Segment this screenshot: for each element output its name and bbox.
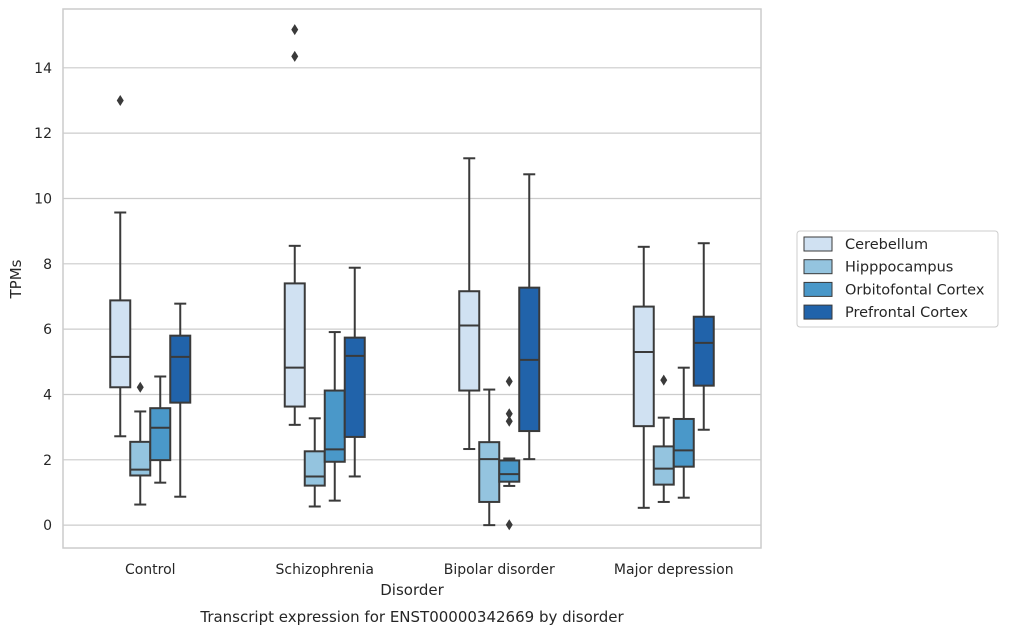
series-2 (149, 331, 695, 531)
box-3-0 (169, 302, 192, 498)
box-2-3 (672, 366, 695, 499)
outlier-0 (505, 519, 513, 531)
box-body (458, 290, 481, 392)
box-body (632, 305, 655, 428)
legend-swatch-0 (803, 236, 833, 252)
box-0-3 (632, 245, 655, 509)
y-tick-label-5: 10 (34, 191, 52, 207)
box-body (652, 445, 675, 486)
box-body (498, 459, 521, 483)
outlier-0 (116, 94, 124, 106)
y-tick-label-7: 14 (34, 61, 52, 77)
box-body (343, 336, 366, 438)
outlier-1 (505, 415, 513, 427)
box-series (109, 24, 715, 531)
series-3 (169, 173, 715, 498)
legend-swatch-2 (803, 281, 833, 297)
legend-label-2: Orbitofontal Cortex (845, 282, 985, 298)
outlier-0 (660, 374, 668, 386)
legend-swatch-3 (803, 304, 833, 320)
y-tick-label-1: 2 (43, 453, 52, 469)
y-tick-label-2: 4 (43, 387, 52, 403)
y-tick-label-4: 8 (43, 257, 52, 273)
outlier-0 (136, 381, 144, 393)
x-tick-label-1: Schizophrenia (276, 562, 374, 578)
box-body (149, 407, 172, 462)
chart-caption: Transcript expression for ENST0000034266… (199, 608, 624, 626)
box-1-2 (478, 388, 501, 527)
x-tick-label-0: Control (125, 562, 176, 578)
outlier-2 (505, 408, 513, 420)
series-0 (109, 24, 655, 509)
box-2-1 (323, 331, 346, 502)
box-3-3 (692, 242, 715, 431)
x-tick-label-3: Major depression (614, 562, 734, 578)
box-body (169, 334, 192, 404)
box-3-2 (518, 173, 541, 461)
plot-frame (62, 8, 762, 549)
y-tick-label-6: 12 (34, 126, 52, 142)
box-body (478, 441, 501, 503)
box-1-1 (303, 417, 326, 508)
box-0-1 (283, 24, 306, 426)
box-body (692, 315, 715, 387)
box-0-0 (109, 94, 132, 438)
legend-frame (796, 230, 999, 328)
box-body (283, 282, 306, 408)
box-0-2 (458, 157, 481, 451)
legend-label-0: Cerebellum (845, 237, 928, 253)
box-body (672, 417, 695, 468)
series-1 (129, 374, 675, 527)
outlier-3 (505, 375, 513, 387)
x-axis-label: Disorder (380, 581, 444, 599)
box-body (109, 299, 132, 389)
legend-label-1: Hipppocampus (845, 260, 953, 276)
box-2-2 (498, 375, 521, 531)
y-tick-label-3: 6 (43, 322, 52, 338)
box-2-0 (149, 375, 172, 484)
legend-label-3: Prefrontal Cortex (845, 305, 968, 321)
box-1-3 (652, 374, 675, 503)
legend: Cerebellum Hipppocampus Orbitofontal Corte… (796, 230, 999, 328)
box-body (323, 389, 346, 463)
outlier-0 (291, 50, 299, 62)
y-tick-label-0: 0 (43, 518, 52, 534)
outlier-1 (291, 24, 299, 36)
x-tick-label-2: Bipolar disorder (444, 562, 555, 578)
box-body (303, 450, 326, 487)
y-axis-ticks: 0 2 4 6 8 10 12 14 (34, 61, 52, 534)
x-axis-ticks: Control Schizophrenia Bipolar disorder Majo… (125, 562, 734, 578)
y-axis-label: TPMs (7, 259, 25, 299)
box-1-0 (129, 381, 152, 506)
box-3-1 (343, 266, 366, 478)
legend-swatch-1 (803, 259, 833, 275)
